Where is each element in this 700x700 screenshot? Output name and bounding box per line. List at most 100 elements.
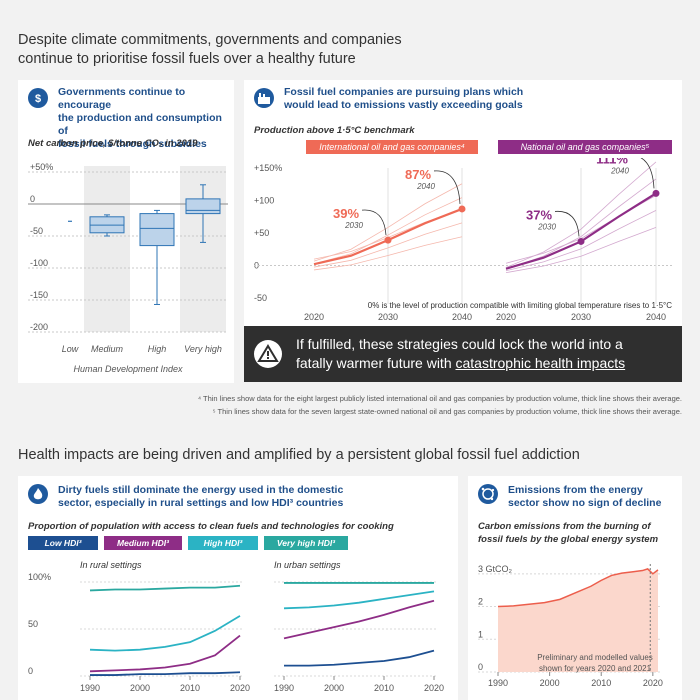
company-thin-line (505, 227, 657, 274)
rural-label: In rural settings (80, 560, 142, 570)
dirty-fuels-title: Dirty fuels still dominate the energy us… (58, 484, 344, 509)
legend-low-hdi: Low HDI³ (28, 536, 98, 550)
warning-text: If fulfilled, these strategies could loc… (296, 336, 626, 371)
y-tick-label: 100% (28, 572, 51, 582)
dirty-fuels-panel: Dirty fuels still dominate the energy us… (18, 476, 458, 700)
box-high (139, 213, 175, 247)
national-label-2030: 37% (526, 207, 552, 222)
y-tick-label: +150% (254, 163, 282, 173)
annotation-arrow (433, 170, 461, 204)
dirty-fuels-chart-label: Proportion of population with access to … (28, 521, 394, 532)
legend-medium-hdi: Medium HDI³ (104, 536, 182, 550)
companies-title: Fossil fuel companies are pursuing plans… (284, 86, 524, 111)
national-point-2030 (577, 237, 585, 245)
company-thin-line (313, 183, 463, 262)
emissions-area (498, 568, 658, 672)
money-hand-icon: $ (28, 88, 48, 108)
box-very-high (185, 198, 221, 215)
legend-very-high-hdi: Very high HDI³ (264, 536, 348, 550)
emissions-title: Emissions from the energy sector show no… (508, 484, 662, 509)
companies-chart-label: Production above 1·5°C benchmark (254, 125, 415, 136)
international-label: International oil and gas companies⁴ (306, 140, 478, 154)
y-tick-label: -200 (30, 322, 48, 332)
x-tick-label: Medium (91, 344, 124, 354)
emissions-area-chart: 3 GtCO₂ 2 1 0 1990 2000 2010 2020 (478, 564, 663, 688)
x-tick-label: High (148, 344, 167, 354)
y-tick-label: 0 (28, 666, 33, 676)
legend-high-hdi: High HDI³ (188, 536, 258, 550)
catastrophic-health-link[interactable]: catastrophic health impacts (455, 355, 626, 371)
companies-note: 0% is the level of production compatible… (368, 301, 672, 310)
x-tick-label: 2010 (591, 678, 611, 688)
companies-panel: Fossil fuel companies are pursuing plans… (244, 80, 682, 326)
emissions-note: Preliminary and modelled values shown fo… (537, 653, 653, 673)
company-thin-line (505, 161, 657, 268)
emissions-line (497, 568, 659, 608)
x-tick-label: 2020 (496, 312, 516, 322)
x-tick-label: 2020 (424, 683, 444, 693)
x-tick-label: 2040 (646, 312, 666, 322)
x-axis-label: Human Development Index (73, 364, 183, 374)
x-tick-label: 1990 (488, 678, 508, 688)
international-point-2040 (458, 205, 466, 213)
international-point-2030 (384, 236, 392, 244)
x-tick-label: 1990 (80, 683, 100, 693)
y-tick-label: +100 (254, 196, 274, 206)
company-thin-line (313, 197, 463, 265)
urban-label: In urban settings (274, 560, 341, 570)
company-thin-line (313, 236, 463, 271)
annotation-arrow (554, 211, 580, 237)
emissions-chart-label: Carbon emissions from the burning of fos… (478, 521, 659, 545)
subsidies-panel: $ Governments continue to encourage the … (18, 80, 234, 383)
company-thin-line (313, 222, 463, 268)
x-tick-label: Very high (184, 344, 222, 354)
international-sublabel-2030: 2030 (344, 221, 363, 230)
clean-fuels-charts: 100% 50 0 1990 2000 2010 2020 1990 2000 2010 2020 (28, 572, 444, 693)
annotation-arrow (361, 209, 387, 236)
annotation-arrow (640, 158, 655, 189)
urban-line-0 (284, 649, 435, 667)
urban-line-2 (283, 590, 435, 610)
subsidies-title: Governments continue to encourage the pr… (58, 86, 222, 150)
svg-text:$: $ (35, 93, 41, 105)
globe-emissions-icon (478, 484, 498, 504)
y-tick-label: -50 (254, 293, 267, 303)
national-label-2040: 111% (596, 158, 628, 166)
x-tick-label: 2000 (324, 683, 344, 693)
international-label-2040: 87% (405, 167, 431, 182)
emissions-panel: Emissions from the energy sector show no… (468, 476, 682, 700)
y-tick-label: -150 (30, 290, 48, 300)
footnote-5: ⁵ Thin lines show data for the seven lar… (212, 407, 683, 416)
company-thin-line (505, 210, 657, 272)
y-tick-label: 3 GtCO₂ (478, 564, 513, 574)
national-sublabel-2030: 2030 (537, 222, 556, 231)
x-tick-label: 2000 (540, 678, 560, 688)
y-tick-label: 0 (30, 194, 35, 204)
y-tick-label: +50% (30, 162, 53, 172)
flame-icon (28, 484, 48, 504)
rural-line-1 (89, 634, 241, 673)
y-tick-label: -50 (30, 226, 43, 236)
x-tick-label: 1990 (274, 683, 294, 693)
x-tick-label: 2030 (378, 312, 398, 322)
x-tick-label: 2040 (452, 312, 472, 322)
shade-medium (84, 166, 130, 332)
warning-triangle-icon (254, 340, 282, 368)
section1-title-line2: continue to prioritise fossil fuels over… (18, 51, 356, 67)
national-point-2040 (652, 189, 660, 197)
warning-line2-prefix: fatally warmer future with (296, 355, 456, 371)
factory-icon (254, 88, 274, 108)
y-tick-label: +50 (254, 228, 269, 238)
rural-line-2 (89, 615, 241, 652)
x-tick-label: 2010 (374, 683, 394, 693)
national-sublabel-2040: 2040 (610, 166, 629, 175)
section1-title-line1: Despite climate commitments, governments… (18, 32, 402, 48)
y-tick-label: 2 (478, 597, 483, 607)
national-label: National oil and gas companies⁵ (498, 140, 672, 154)
subsidies-box-chart: +50% 0 -50 -100 -150 -200 Low Medium High Very hi… (28, 162, 228, 374)
x-tick-label: 2010 (180, 683, 200, 693)
y-tick-label: 50 (28, 619, 38, 629)
x-tick-label: 2020 (643, 678, 663, 688)
x-tick-label: 2030 (571, 312, 591, 322)
